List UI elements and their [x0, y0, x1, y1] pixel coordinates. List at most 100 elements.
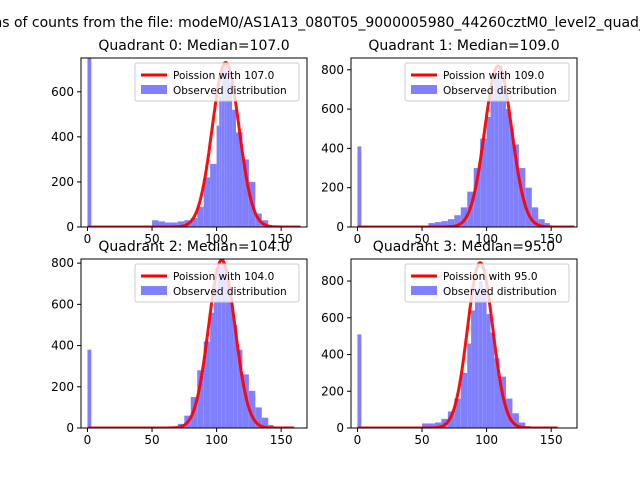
x-tick-label: 100 [475, 433, 498, 447]
histogram-bar [171, 222, 178, 227]
legend-poisson-label: Poission with 109.0 [443, 70, 544, 82]
legend-box [404, 62, 570, 102]
histogram-bar [224, 62, 227, 227]
histogram-bar [486, 116, 491, 227]
histogram-bar [490, 332, 495, 428]
histogram-bar [525, 187, 532, 227]
quadrant-1-chart: 0 50 100 150 0 200 400 600 800 Quadrant 1: Median… [321, 38, 578, 246]
histogram-bar [214, 287, 218, 428]
histogram-bar [478, 281, 483, 428]
histogram-bar [480, 138, 487, 227]
legend-observed-swatch [411, 85, 437, 94]
x-tick-label: 100 [205, 433, 228, 447]
histogram-bar [499, 376, 506, 428]
y-tick-label: 800 [321, 63, 344, 77]
legend-poisson-label: Poission with 107.0 [173, 70, 274, 82]
histogram-bar [225, 279, 230, 428]
legend-box [134, 263, 300, 303]
histogram-bar [232, 109, 236, 227]
histogram-bar [473, 168, 481, 227]
x-tick-label: 150 [270, 232, 293, 246]
histogram-bar [486, 314, 491, 428]
histogram-bar [357, 334, 362, 428]
y-tick-label: 200 [51, 380, 74, 394]
histogram-bar [482, 288, 487, 428]
histogram-bar [210, 163, 217, 227]
plot-area [87, 58, 301, 227]
y-tick-label: 0 [336, 220, 344, 234]
histogram-bar [203, 177, 211, 227]
histogram-bar [447, 219, 455, 227]
quadrant-title: Quadrant 2: Median=104.0 [98, 239, 289, 255]
quadrant-2-chart: 0 50 100 150 0 200 400 600 800 Quadrant 2: Median… [51, 239, 308, 447]
histogram-bar [490, 93, 495, 227]
y-tick-label: 0 [66, 421, 74, 435]
poisson-curve [87, 60, 301, 227]
legend-observed-label: Observed distribution [173, 85, 287, 97]
histogram-bar [158, 221, 165, 227]
histogram-bar [87, 58, 92, 227]
x-tick-label: 0 [84, 433, 92, 447]
legend-poisson-label: Poission with 104.0 [173, 271, 274, 283]
histogram-bar [422, 423, 435, 428]
histogram-bar [434, 222, 442, 227]
axes-frame [80, 258, 308, 429]
y-tick-label: 400 [321, 141, 344, 155]
histogram-bar [255, 407, 262, 428]
histogram-bar [229, 300, 234, 428]
histogram-bar [509, 128, 514, 227]
histogram-bar [538, 219, 545, 227]
x-tick-label: 0 [84, 232, 92, 246]
histogram-bar [235, 132, 243, 227]
x-tick-label: 0 [354, 433, 362, 447]
histogram-bar [248, 390, 256, 428]
histogram-bar [197, 370, 204, 428]
poisson-curve [87, 259, 295, 428]
histogram-bar [544, 223, 550, 227]
histogram-bar [219, 96, 222, 227]
histogram-bar [216, 125, 220, 227]
histogram-bar [261, 417, 269, 428]
x-tick-label: 50 [144, 232, 159, 246]
y-tick-label: 400 [51, 130, 74, 144]
histogram-bar [454, 398, 461, 428]
quadrant-title: Quadrant 0: Median=107.0 [98, 38, 289, 54]
plot-area [87, 259, 295, 428]
histogram-bar [197, 206, 204, 227]
quadrant-0-chart: 0 50 100 150 0 200 400 600 Quadrant 0: Median=10… [51, 38, 308, 246]
histogram-bar [229, 82, 233, 227]
legend-observed-label: Observed distribution [173, 286, 287, 298]
histogram-bar [428, 223, 435, 227]
histogram-bar [164, 222, 172, 227]
y-tick-label: 400 [51, 339, 74, 353]
x-tick-label: 100 [205, 232, 228, 246]
histogram-bar [474, 288, 479, 428]
legend-poisson-label: Poission with 95.0 [443, 271, 538, 283]
y-tick-label: 200 [321, 384, 344, 398]
x-tick-label: 0 [354, 232, 362, 246]
x-tick-label: 50 [144, 433, 159, 447]
quadrant-title: Quadrant 3: Median=95.0 [373, 239, 555, 255]
histogram-bar [434, 422, 442, 428]
y-tick-label: 200 [51, 175, 74, 189]
histogram-bar [226, 69, 230, 227]
histogram-bar [494, 73, 499, 227]
x-tick-label: 150 [540, 232, 563, 246]
histogram-bar [190, 217, 198, 227]
chart-panels: 0 50 100 150 0 200 400 600 Quadrant 0: Median=10… [51, 38, 578, 447]
histogram-bar [498, 65, 503, 227]
axes-frame [350, 57, 578, 228]
legend-box [134, 62, 300, 102]
axes-frame [80, 57, 308, 228]
legend-observed-swatch [141, 85, 167, 94]
x-tick-label: 100 [475, 232, 498, 246]
histogram-bar [237, 349, 243, 428]
histogram-bar [233, 324, 238, 428]
y-tick-label: 800 [51, 256, 74, 270]
histogram-bar [217, 267, 222, 428]
y-tick-label: 400 [321, 348, 344, 362]
histogram-bar [454, 215, 461, 227]
y-tick-label: 0 [66, 220, 74, 234]
histogram-bar [441, 221, 448, 227]
histogram-bar [152, 220, 159, 227]
